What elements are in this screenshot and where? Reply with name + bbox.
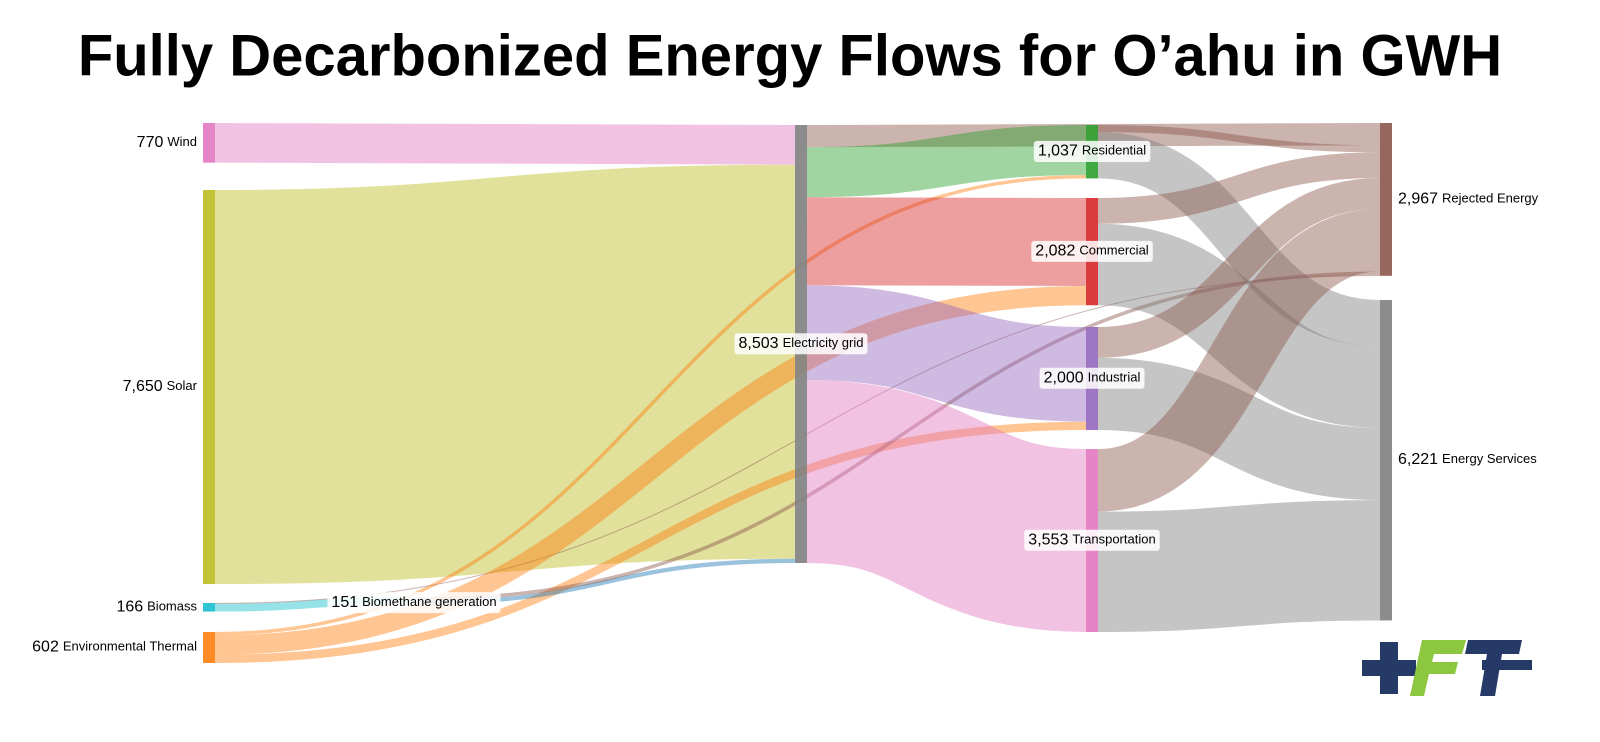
label-background (1039, 367, 1145, 389)
node-name: Transportation (1072, 532, 1155, 547)
label-background (734, 333, 868, 355)
node-name: Residential (1082, 143, 1146, 158)
link (1096, 208, 1382, 512)
node-name: Biomethane generation (362, 594, 496, 609)
node-label: 2,967 Rejected Energy (1398, 191, 1539, 208)
logo-shape (1482, 660, 1532, 670)
node-label: 8,503 Electricity grid (739, 335, 864, 352)
link (1097, 357, 1381, 501)
node-name: Rejected Energy (1442, 191, 1539, 206)
node-bar (203, 123, 215, 163)
node-name: Commercial (1079, 243, 1148, 258)
node-value: 2,082 (1035, 243, 1075, 260)
node-label: 2,082 Commercial (1035, 243, 1149, 260)
link (214, 285, 1087, 655)
link (214, 421, 1087, 664)
node-value: 7,650 (123, 378, 163, 395)
node-value: 2,000 (1044, 370, 1084, 387)
node-value: 3,553 (1028, 532, 1068, 549)
node-value: 151 (331, 594, 358, 611)
link (214, 123, 796, 165)
node-label: 6,221 Energy Services (1398, 451, 1537, 468)
link (419, 271, 1381, 601)
node-name: Energy Services (1442, 452, 1537, 467)
link (1096, 223, 1382, 428)
node-value: 1,037 (1038, 143, 1078, 160)
link (1097, 131, 1381, 347)
node-label: 3,553 Transportation (1028, 532, 1155, 549)
node-label: 166 Biomass (116, 598, 197, 615)
nodes (203, 123, 1392, 664)
node-name: Wind (167, 134, 197, 149)
node-value: 2,967 (1398, 191, 1438, 208)
node-label: 602 Environmental Thermal (32, 639, 197, 656)
node-value: 8,503 (739, 335, 779, 352)
node-name: Industrial (1088, 370, 1141, 385)
link (1097, 500, 1381, 633)
logo-shape (1410, 640, 1466, 696)
link (214, 164, 796, 585)
node-label: 151 Biomethane generation (331, 594, 496, 611)
node-bar (1380, 300, 1392, 621)
node-name: Biomass (147, 599, 197, 614)
node-label: 1,037 Residential (1038, 143, 1146, 160)
logo (1362, 640, 1532, 696)
node-bar (203, 603, 215, 612)
node-value: 166 (116, 598, 143, 615)
node-label: 2,000 Industrial (1044, 370, 1141, 387)
node-bar (203, 190, 215, 585)
node-value: 6,221 (1398, 451, 1438, 468)
node-name: Environmental Thermal (63, 639, 197, 654)
chart-title: Fully Decarbonized Energy Flows for O’ah… (78, 23, 1502, 88)
node-bar (203, 632, 215, 664)
label-background (1031, 240, 1153, 262)
link (1097, 178, 1381, 358)
node-label: 770 Wind (137, 134, 197, 151)
node-value: 770 (137, 134, 164, 151)
labels: 770 Wind 7,650 Solar 166 Biomass 602 Environmen… (32, 134, 1539, 656)
label-background (327, 592, 501, 614)
node-label: 7,650 Solar (123, 378, 198, 395)
logo-shape (1380, 642, 1398, 694)
link (1097, 152, 1381, 224)
node-bar (1380, 123, 1392, 276)
label-background (1024, 529, 1160, 551)
node-value: 602 (32, 639, 59, 656)
link (1097, 124, 1381, 153)
label-background (1033, 140, 1151, 162)
node-name: Electricity grid (783, 335, 864, 350)
node-name: Solar (167, 378, 198, 393)
